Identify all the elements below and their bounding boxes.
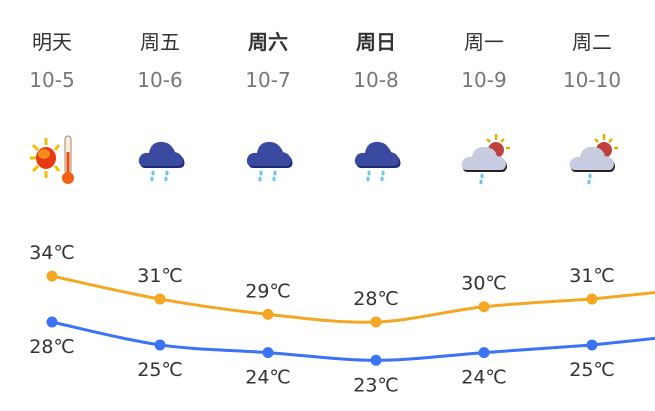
- low-temp-label: 28℃: [29, 336, 75, 358]
- low-temp-label: 25℃: [137, 359, 183, 381]
- partly-cloudy-shower-icon: [460, 132, 510, 186]
- low-temp-label: 24℃: [245, 367, 291, 389]
- low-temp-point[interactable]: [46, 316, 58, 328]
- low-temp-point[interactable]: [262, 347, 274, 359]
- day-date: 10-6: [137, 68, 183, 92]
- day-date: 10-7: [245, 68, 291, 92]
- high-temp-label: 30℃: [461, 273, 507, 295]
- high-temp-point[interactable]: [478, 301, 490, 313]
- low-temp-label: 24℃: [461, 367, 507, 389]
- day-date: 10-10: [562, 68, 622, 92]
- partly-cloudy-shower-icon: [568, 132, 618, 186]
- sunny-hot-icon: [28, 132, 78, 186]
- day-name: 周二: [572, 30, 612, 54]
- high-temp-point[interactable]: [46, 270, 58, 282]
- high-temp-point[interactable]: [586, 293, 598, 305]
- day-name: 周一: [464, 30, 504, 54]
- low-temp-label: 23℃: [353, 374, 399, 396]
- high-temp-label: 31℃: [569, 265, 615, 287]
- day-name: 明天: [32, 30, 72, 54]
- high-temp-label: 29℃: [245, 280, 291, 302]
- day-date: 10-9: [461, 68, 507, 92]
- day-date: 10-8: [353, 68, 399, 92]
- low-temp-point[interactable]: [154, 339, 166, 351]
- rain-icon: [136, 132, 186, 186]
- low-temp-label: 25℃: [569, 359, 615, 381]
- high-temp-line: [51, 274, 655, 324]
- rain-icon: [352, 132, 402, 186]
- high-temp-label: 31℃: [137, 265, 183, 287]
- low-temp-line: [51, 320, 655, 362]
- low-temp-point[interactable]: [586, 339, 598, 351]
- day-name: 周五: [140, 30, 180, 54]
- day-name: 周六: [248, 30, 288, 54]
- high-temp-label: 28℃: [353, 288, 399, 310]
- high-temp-point[interactable]: [154, 293, 166, 305]
- low-temp-point[interactable]: [478, 347, 490, 359]
- high-temp-label: 34℃: [29, 242, 75, 264]
- high-temp-point[interactable]: [262, 308, 274, 320]
- low-temp-point[interactable]: [370, 354, 382, 366]
- rain-icon: [244, 132, 294, 186]
- day-date: 10-5: [29, 68, 75, 92]
- day-name: 周日: [356, 30, 396, 54]
- high-temp-point[interactable]: [370, 316, 382, 328]
